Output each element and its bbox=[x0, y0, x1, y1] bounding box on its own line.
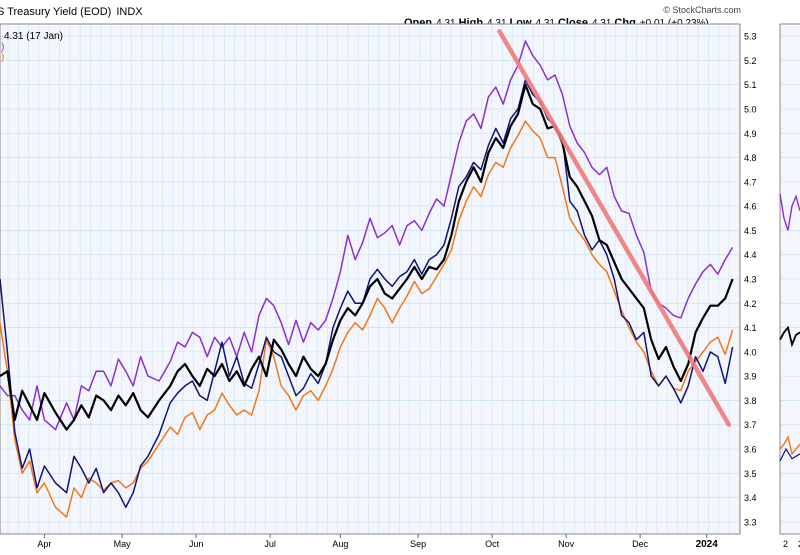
y-tick-label: 4.2 bbox=[744, 299, 757, 309]
y-tick-label: 5.3 bbox=[744, 32, 757, 42]
x-tick-label: Jul bbox=[264, 539, 276, 549]
y-tick-label: 4.1 bbox=[744, 323, 757, 333]
x-tick-label: 2024 bbox=[696, 539, 719, 550]
legend-main-value: 4.31 (17 Jan) bbox=[4, 31, 63, 42]
chart-title: S Treasury Yield (EOD) INDX bbox=[0, 6, 143, 18]
y-tick-label: 4.6 bbox=[744, 202, 757, 212]
trendline bbox=[497, 29, 732, 427]
plot-area: 5.3 5.2 5.1 5.0 4.9 4.8 4.7 4.6 4.5 4.4 4.3 4.2 4.1 4… bbox=[0, 23, 800, 550]
right-panel-line-orange bbox=[779, 434, 800, 456]
x-tick-label: Nov bbox=[558, 539, 575, 549]
right-panel-x-label: 2 bbox=[798, 539, 800, 549]
y-tick-label: 4.4 bbox=[744, 250, 757, 260]
series-line-purple bbox=[0, 40, 734, 431]
series-line-navy bbox=[0, 79, 734, 509]
legend-purple-marker: ) bbox=[1, 42, 4, 53]
x-tick-label: Jun bbox=[189, 539, 204, 549]
y-tick-label: 3.6 bbox=[744, 445, 757, 455]
y-tick-label: 3.8 bbox=[744, 396, 757, 406]
y-tick-label: 5.2 bbox=[744, 56, 757, 66]
right-panel-line-purple bbox=[779, 193, 800, 231]
exchange-label: INDX bbox=[116, 6, 143, 18]
right-panel-line-black bbox=[779, 325, 800, 348]
y-tick-label: 4.5 bbox=[744, 226, 757, 236]
y-tick-label: 4.0 bbox=[744, 347, 757, 357]
series-line-black bbox=[0, 83, 734, 431]
y-tick-label: 3.5 bbox=[744, 469, 757, 479]
series-line-orange bbox=[0, 120, 734, 518]
y-tick-label: 5.1 bbox=[744, 80, 757, 90]
y-tick-label: 4.8 bbox=[744, 153, 757, 163]
x-tick-label: May bbox=[114, 539, 132, 549]
y-tick-label: 3.4 bbox=[744, 493, 757, 503]
x-tick-label: Apr bbox=[37, 539, 51, 549]
right-panel-frame bbox=[779, 23, 800, 535]
x-tick-label: Sep bbox=[410, 539, 426, 549]
y-tick-label: 4.3 bbox=[744, 275, 757, 285]
copyright-text: © StockCharts.com bbox=[663, 5, 741, 15]
legend-orange-marker: ) bbox=[1, 52, 4, 63]
y-tick-label: 4.9 bbox=[744, 129, 757, 139]
plot-frame bbox=[0, 23, 741, 535]
x-tick-label: Dec bbox=[632, 539, 649, 549]
x-tick-label: Aug bbox=[332, 539, 348, 549]
y-tick-label: 5.0 bbox=[744, 105, 757, 115]
x-tick-label: Oct bbox=[485, 539, 500, 549]
right-panel-line-navy bbox=[779, 447, 800, 462]
legend: 4.31 (17 Jan) ) ) bbox=[1, 31, 63, 63]
y-tick-label: 3.7 bbox=[744, 420, 757, 430]
y-tick-label: 4.7 bbox=[744, 177, 757, 187]
chart-title-text: S Treasury Yield (EOD) bbox=[0, 6, 111, 18]
y-tick-label: 3.9 bbox=[744, 372, 757, 382]
right-panel-x-label: 2 bbox=[783, 539, 788, 549]
y-tick-label: 3.3 bbox=[744, 517, 757, 527]
